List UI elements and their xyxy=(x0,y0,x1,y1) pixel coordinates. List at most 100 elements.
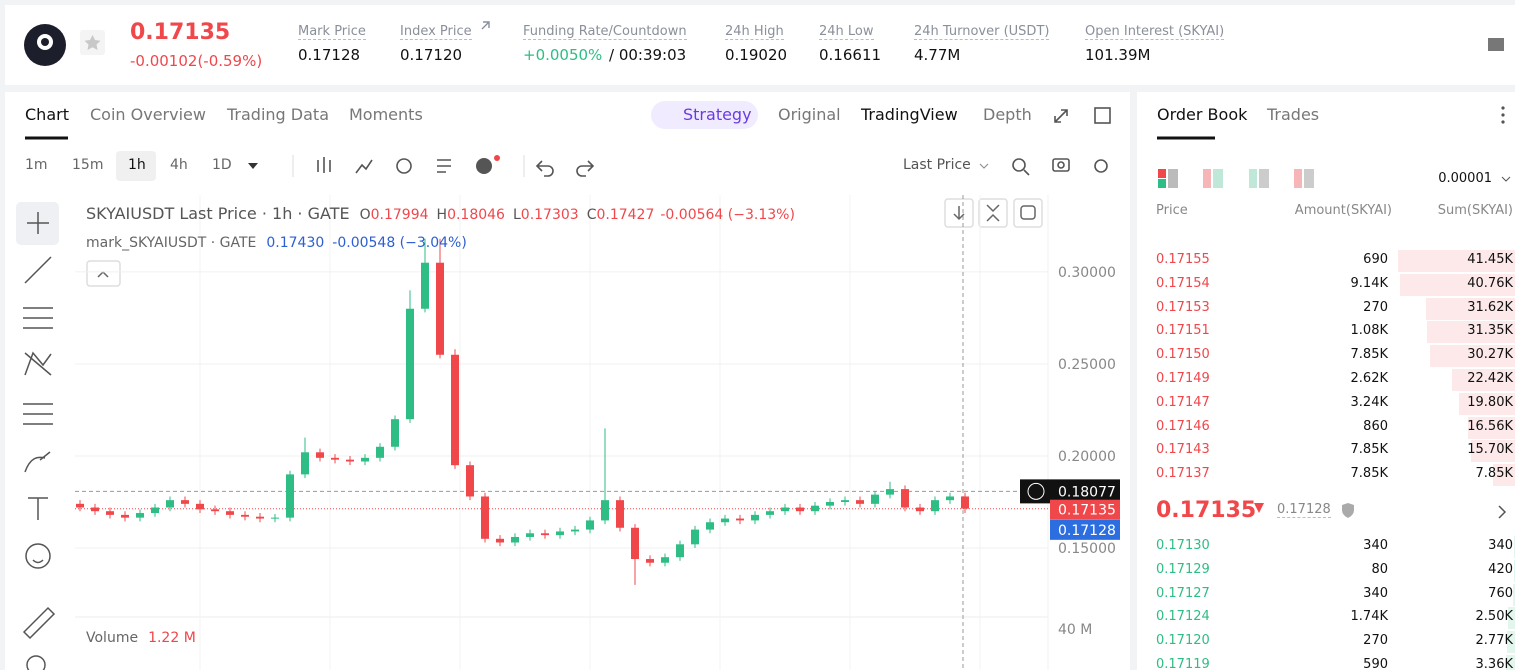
stat-extra: / 00:39:03 xyxy=(609,46,687,64)
book-view-icons[interactable] xyxy=(1158,169,1511,519)
book-amount: 270 xyxy=(1363,633,1388,649)
book-mark-price[interactable]: 0.17128 xyxy=(1277,502,1331,518)
candle-body xyxy=(931,500,939,512)
chart-buttons[interactable] xyxy=(86,198,1043,287)
window-icon[interactable] xyxy=(1094,107,1111,124)
y-tick-label: 0.20000 xyxy=(1058,449,1116,465)
interval-dropdown[interactable] xyxy=(248,163,258,169)
candle-body xyxy=(166,500,174,508)
view-tab[interactable]: Strategy xyxy=(683,105,752,124)
mark-change: -0.00548 (−3.04%) xyxy=(332,235,467,251)
book-icon[interactable] xyxy=(1488,38,1504,51)
candle-body xyxy=(841,500,849,502)
book-price[interactable]: 0.17149 xyxy=(1156,371,1210,386)
drawing-tools[interactable] xyxy=(22,212,56,670)
chart-tab[interactable]: Chart xyxy=(25,105,69,124)
candle-body xyxy=(376,446,384,458)
book-tab[interactable]: Trades xyxy=(1267,105,1320,124)
book-price[interactable]: 0.17151 xyxy=(1156,323,1210,339)
book-sum: 30.27K xyxy=(1467,347,1513,363)
book-price[interactable]: 0.17120 xyxy=(1156,633,1210,649)
candle-body xyxy=(136,513,144,518)
ohlc-key: C xyxy=(587,207,597,223)
book-amount: 7.85K xyxy=(1350,442,1388,458)
ohlc-key: L xyxy=(513,207,521,223)
menu-dot xyxy=(1501,120,1505,124)
candle-body xyxy=(181,500,189,504)
depth-bar xyxy=(1470,440,1515,463)
book-sum: 16.56K xyxy=(1467,418,1513,434)
interval[interactable]: 1h xyxy=(128,157,146,173)
candle-body xyxy=(316,452,324,458)
book-price[interactable]: 0.17154 xyxy=(1156,275,1210,291)
chart-tab[interactable]: Moments xyxy=(349,105,423,124)
candle-body xyxy=(736,518,744,521)
toolbar-icons[interactable] xyxy=(317,157,1108,177)
book-sum: 7.85K xyxy=(1475,466,1513,482)
depth-bar xyxy=(1507,631,1515,654)
candle-body xyxy=(676,544,684,558)
candle-body xyxy=(961,496,969,509)
menu-dot[interactable] xyxy=(1501,106,1505,110)
interval[interactable]: 1D xyxy=(212,157,232,173)
book-price[interactable]: 0.17155 xyxy=(1156,252,1210,267)
book-sum: 2.50K xyxy=(1475,609,1513,625)
ohlc-value: 0.18046 xyxy=(447,207,505,223)
book-price[interactable]: 0.17150 xyxy=(1156,347,1210,363)
book-price[interactable]: 0.17147 xyxy=(1156,394,1210,410)
depth-bar xyxy=(1426,321,1515,344)
book-tab[interactable]: Order Book xyxy=(1157,105,1248,124)
candle-body xyxy=(76,503,84,508)
last-price: 0.17135 xyxy=(130,20,231,45)
candle-body xyxy=(301,452,309,475)
interval[interactable]: 15m xyxy=(72,157,104,173)
view-tab[interactable]: Depth xyxy=(983,105,1032,124)
y-tick-label: 0.25000 xyxy=(1058,357,1116,373)
candle-body xyxy=(601,500,609,521)
chart-tab[interactable]: Coin Overview xyxy=(90,105,206,124)
mark-price-tag: 0.17128 xyxy=(1058,523,1116,539)
candle-body xyxy=(751,514,759,521)
candle-body xyxy=(151,507,159,514)
price-source[interactable]: Last Price xyxy=(903,157,971,173)
chart-tab[interactable]: Trading Data xyxy=(227,105,329,124)
book-price[interactable]: 0.17119 xyxy=(1156,657,1210,670)
candle-body xyxy=(361,457,369,462)
crosshair-price-tag: 0.18077 xyxy=(1058,484,1116,500)
column-header: Amount(SKYAI) xyxy=(1294,203,1392,218)
book-amount: 1.08K xyxy=(1350,323,1388,339)
candle-body xyxy=(631,527,639,560)
book-last-price: 0.17135 xyxy=(1156,498,1257,523)
last-price-tag: 0.17135 xyxy=(1058,503,1116,519)
book-amount: 340 xyxy=(1363,585,1388,601)
book-price[interactable]: 0.17130 xyxy=(1156,538,1210,553)
mark-value: 0.17430 xyxy=(266,235,324,251)
view-tab[interactable]: TradingView xyxy=(861,105,958,124)
book-price[interactable]: 0.17153 xyxy=(1156,299,1210,315)
interval[interactable]: 1m xyxy=(25,157,48,173)
book-price[interactable]: 0.17137 xyxy=(1156,466,1210,482)
book-amount: 340 xyxy=(1363,538,1388,553)
strategy-pill[interactable] xyxy=(651,101,758,129)
fullscreen-icon[interactable] xyxy=(1054,109,1068,123)
candle-body xyxy=(691,529,699,545)
book-price[interactable]: 0.17124 xyxy=(1156,609,1210,625)
book-sum: 22.42K xyxy=(1467,371,1513,386)
candle-body xyxy=(481,496,489,539)
book-price[interactable]: 0.17143 xyxy=(1156,442,1210,458)
stat-label: 24h Turnover (USDT) xyxy=(914,24,1050,40)
book-price[interactable]: 0.17146 xyxy=(1156,418,1210,434)
notification-dot xyxy=(494,155,500,161)
indicator-icon[interactable] xyxy=(476,158,492,174)
stat-value: 0.17120 xyxy=(400,46,463,64)
candle-body xyxy=(721,518,729,523)
candle-body xyxy=(241,514,249,517)
book-price[interactable]: 0.17129 xyxy=(1156,561,1210,577)
price-source-dropdown[interactable] xyxy=(979,163,989,169)
interval[interactable]: 4h xyxy=(170,157,188,173)
book-price[interactable]: 0.17127 xyxy=(1156,585,1210,601)
book-amount: 3.24K xyxy=(1350,394,1388,410)
book-sum: 31.35K xyxy=(1467,323,1513,339)
view-tab[interactable]: Original xyxy=(778,105,841,124)
candle-body xyxy=(421,262,429,309)
